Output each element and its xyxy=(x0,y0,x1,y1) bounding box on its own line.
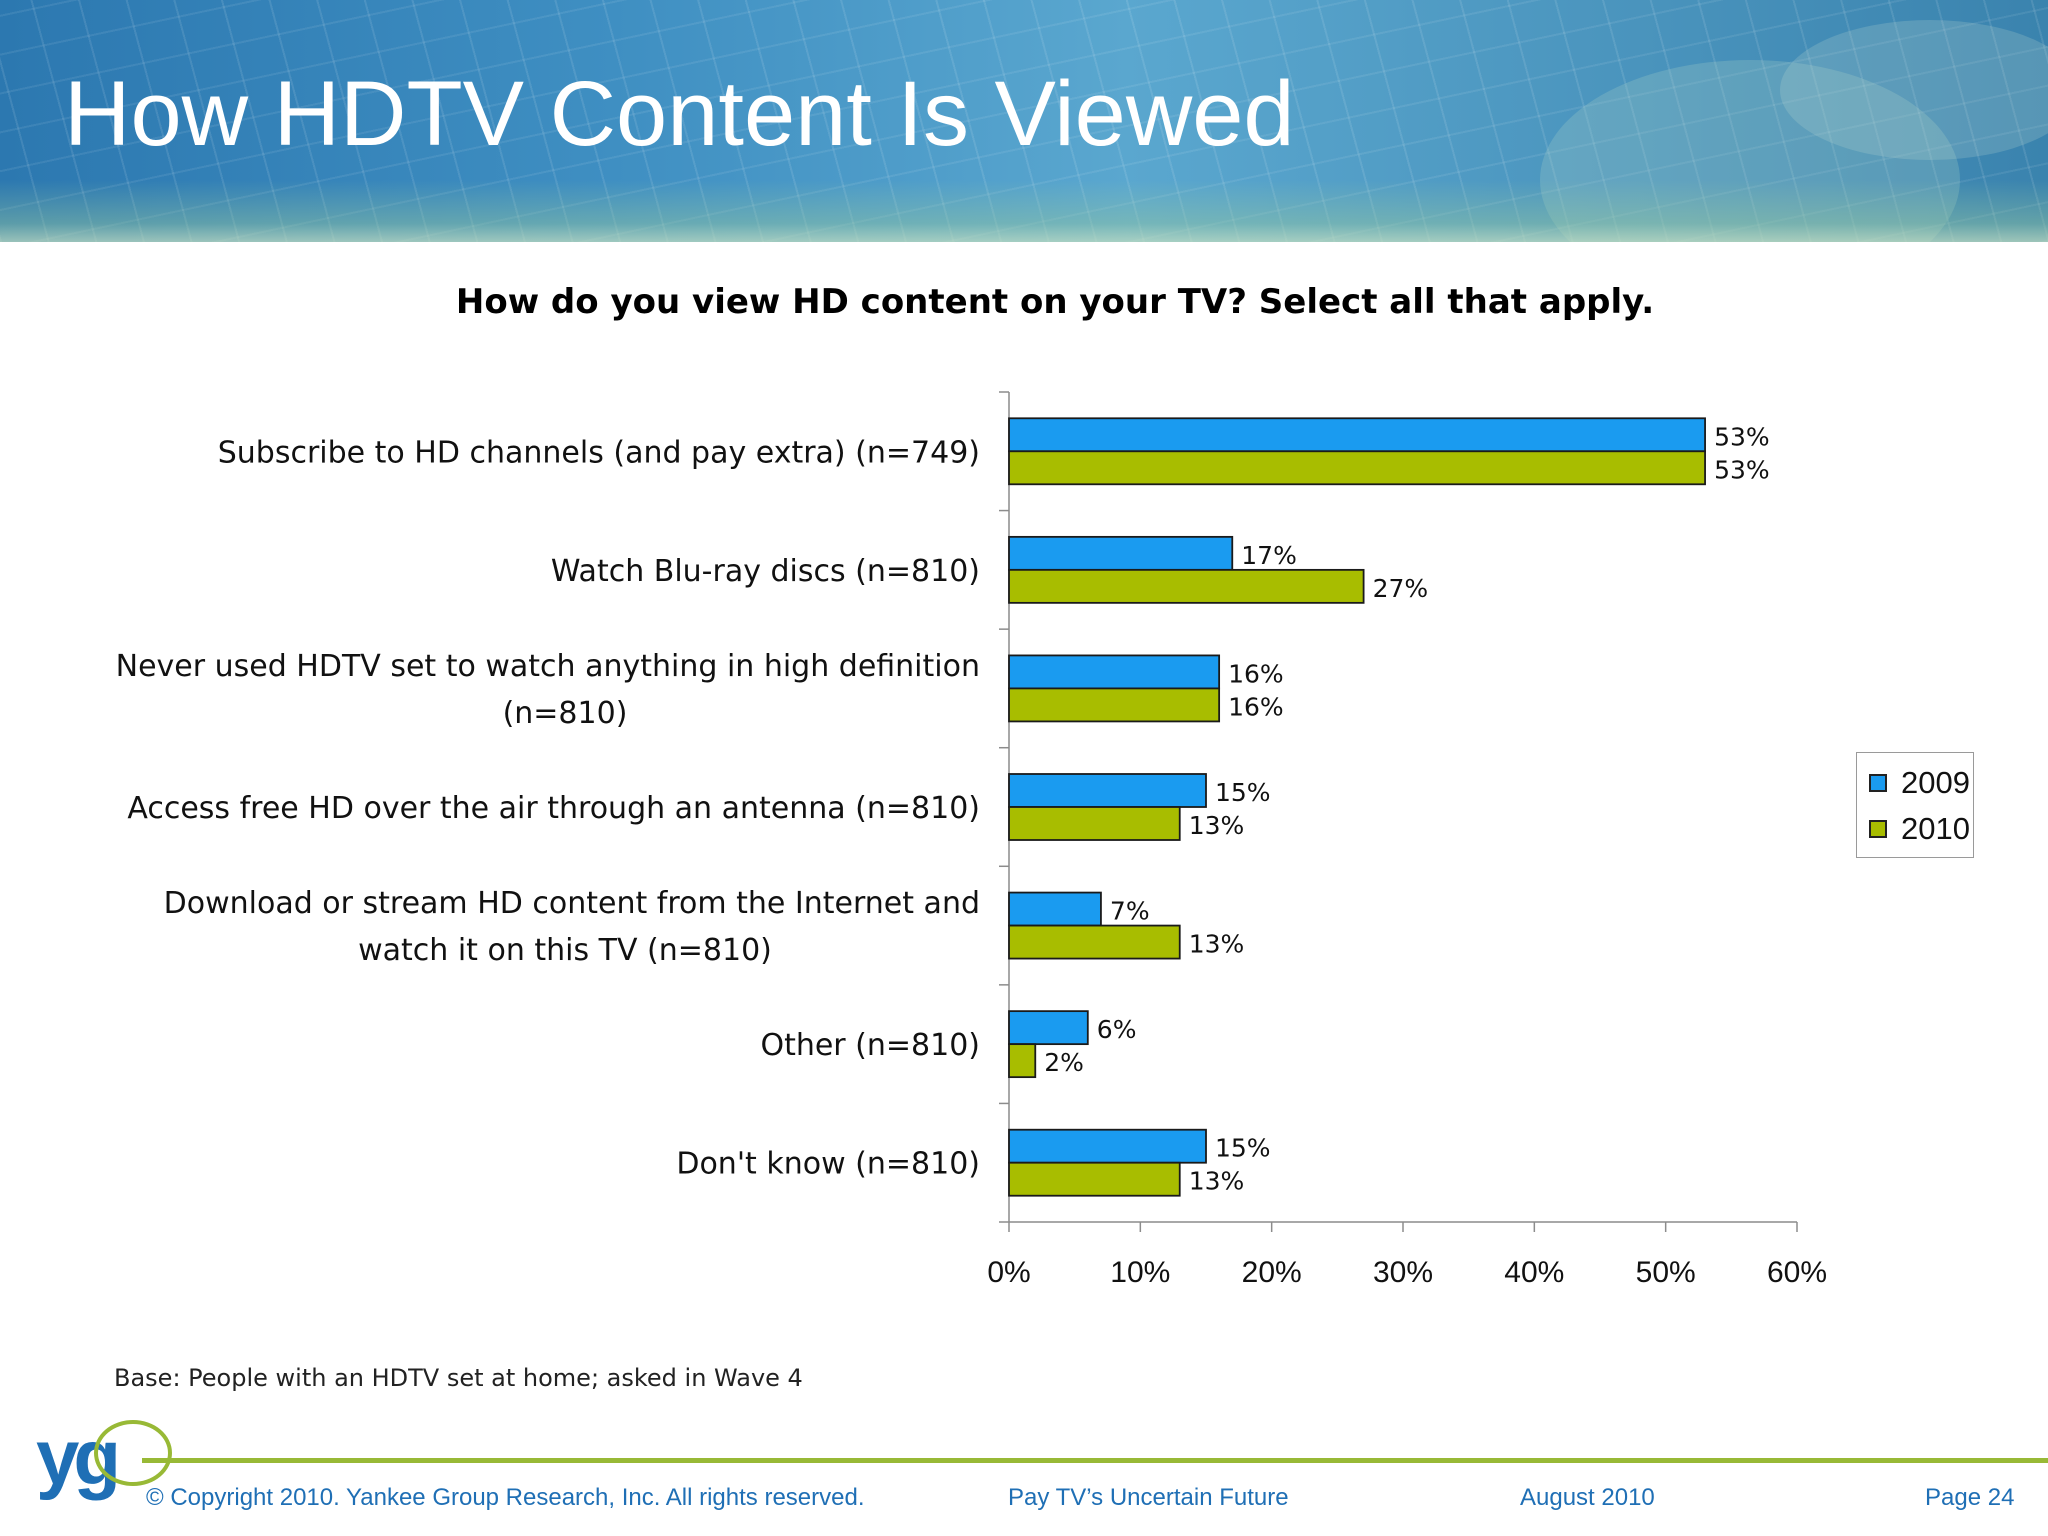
bar-2009 xyxy=(1008,891,1102,927)
bar-2010 xyxy=(1008,1043,1037,1079)
value-label: 53% xyxy=(1714,455,1770,484)
value-label: 17% xyxy=(1241,541,1297,570)
legend-label-2010: 2010 xyxy=(1901,811,1970,846)
value-label: 53% xyxy=(1714,422,1770,451)
bar-chart: 0% 10% 20% 30% 40% 50% 60% 53% 53% Subscribe to H… xyxy=(116,391,1827,1289)
footer-copyright: © Copyright 2010. Yankee Group Research,… xyxy=(146,1484,865,1511)
footer-divider xyxy=(142,1458,2048,1463)
bar-2010 xyxy=(1008,1161,1181,1197)
x-tick-label: 30% xyxy=(1373,1256,1433,1289)
bar-2009 xyxy=(1008,1010,1089,1046)
value-label: 15% xyxy=(1215,1134,1271,1163)
bar-2009 xyxy=(1008,654,1221,690)
category-label: Access free HD over the air through an a… xyxy=(127,791,980,826)
category-label: Never used HDTV set to watch anything in… xyxy=(116,649,980,684)
x-tick-label: 40% xyxy=(1504,1256,1564,1289)
x-tick-label: 60% xyxy=(1767,1256,1827,1289)
footer-page-number: Page 24 xyxy=(1925,1484,2015,1511)
legend-label-2009: 2009 xyxy=(1901,765,1970,800)
footer-report-title: Pay TV’s Uncertain Future xyxy=(1008,1484,1289,1511)
bar-2010 xyxy=(1008,568,1365,604)
bar-2009 xyxy=(1008,417,1706,453)
legend-swatch-2010 xyxy=(1869,820,1887,838)
category-label: (n=810) xyxy=(503,696,628,731)
value-label: 7% xyxy=(1110,897,1150,926)
base-note: Base: People with an HDTV set at home; a… xyxy=(114,1364,803,1392)
value-label: 13% xyxy=(1189,930,1245,959)
header-fade xyxy=(0,180,2048,242)
x-tick-label: 10% xyxy=(1110,1256,1170,1289)
bar-2010 xyxy=(1008,924,1181,960)
value-label: 2% xyxy=(1044,1048,1084,1077)
bar-2010 xyxy=(1008,806,1181,841)
category-label: watch it on this TV (n=810) xyxy=(358,933,772,968)
category-label: Download or stream HD content from the I… xyxy=(164,886,980,921)
category-label: Subscribe to HD channels (and pay extra)… xyxy=(218,435,980,470)
bar-2009 xyxy=(1008,1128,1207,1164)
logo-ring-icon xyxy=(94,1420,172,1486)
page-title: How HDTV Content Is Viewed xyxy=(64,63,1295,165)
chart-title: How do you view HD content on your TV? S… xyxy=(455,282,1655,322)
value-label: 27% xyxy=(1373,574,1429,603)
x-tick-label: 50% xyxy=(1636,1256,1696,1289)
header-globe-shape xyxy=(1780,20,2048,160)
value-label: 15% xyxy=(1215,778,1271,807)
value-label: 13% xyxy=(1189,1167,1245,1196)
company-logo: yg xyxy=(36,1413,172,1504)
footer-date: August 2010 xyxy=(1520,1484,1655,1511)
category-label: Don't know (n=810) xyxy=(676,1147,980,1182)
category-label: Other (n=810) xyxy=(760,1028,980,1063)
bar-2009 xyxy=(1008,535,1234,571)
x-tick-label: 0% xyxy=(987,1256,1030,1289)
bar-2009 xyxy=(1008,773,1207,808)
legend-item-2010: 2010 xyxy=(1869,811,1970,847)
value-label: 6% xyxy=(1097,1015,1137,1044)
legend-swatch-2009 xyxy=(1869,774,1887,792)
category-label: Watch Blu-ray discs (n=810) xyxy=(551,554,980,589)
value-label: 16% xyxy=(1228,692,1284,721)
bar-2010 xyxy=(1008,450,1706,486)
legend-item-2009: 2009 xyxy=(1869,765,1970,801)
bar-2010 xyxy=(1008,687,1221,723)
chart-legend: 2009 2010 xyxy=(1856,752,1974,858)
header-banner xyxy=(0,0,2048,242)
value-label: 13% xyxy=(1189,811,1245,840)
x-tick-label: 20% xyxy=(1242,1256,1302,1289)
value-label: 16% xyxy=(1228,659,1284,688)
